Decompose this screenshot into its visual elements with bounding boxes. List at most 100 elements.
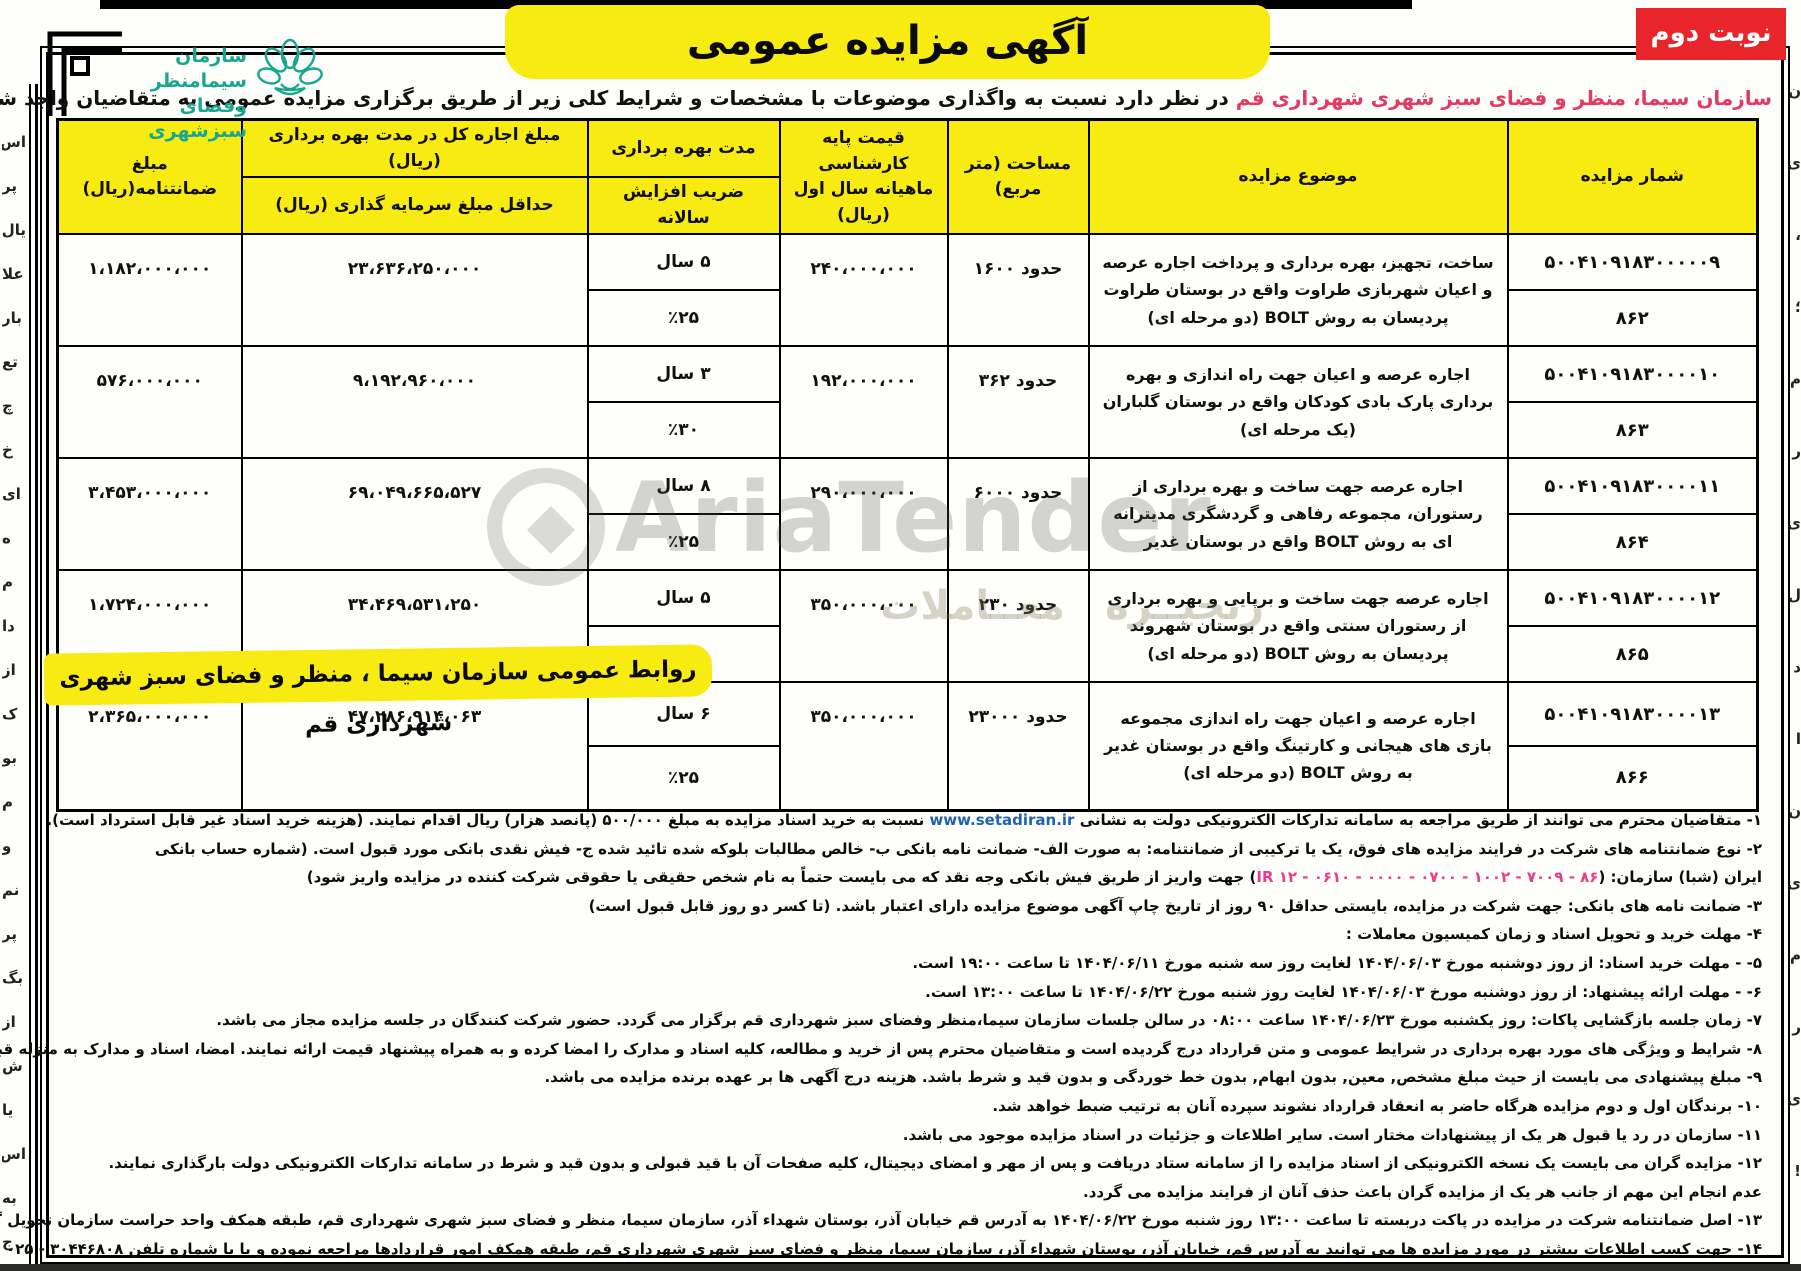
auction-base-price: ۳۵۰،۰۰۰،۰۰۰ <box>778 569 949 683</box>
flower-logo-icon <box>257 38 323 96</box>
auction-area: حدود ۱۶۰۰ <box>946 233 1090 347</box>
note-text: ۱۱- سازمان در رد یا قبول هر یک از پیشنها… <box>902 1125 1762 1144</box>
auction-area: حدود ۲۳۰ <box>946 569 1090 683</box>
top-page-rule <box>100 0 1412 9</box>
bottom-page-rule <box>0 1264 1801 1271</box>
auction-area: حدود ۲۳۰۰۰ <box>946 681 1090 811</box>
note-text: ۱۳- اصل ضمانتنامه شرکت در مزایده در پاکت… <box>0 1211 1762 1230</box>
note-line-14: ۱۴- جهت کسب اطلاعات بیشتر در مورد مزایده… <box>0 1235 1762 1264</box>
note-text: ۳- ضمانت نامه های بانکی: جهت شرکت در مزا… <box>588 896 1762 915</box>
intro-text: در نظر دارد نسبت به واگذاری موضوعات با م… <box>0 86 1229 110</box>
note-line-8: ۸- شرایط و ویژگی های مورد بهره برداری در… <box>0 1035 1762 1064</box>
right-page-edge-text: ن ی ، ؛ م ر ی ل د ا ن ی م ر ی ! <box>1790 82 1801 1180</box>
note-text: ۸- شرایط و ویژگی های مورد بهره برداری در… <box>0 1039 1762 1058</box>
auction-setad-id: ۵۰۰۴۱۰۹۱۸۳۰۰۰۰۱۳ <box>1506 681 1759 747</box>
header-area: مساحت (متر مربع) <box>946 118 1090 235</box>
header-auction-subject: موضوع مزایده <box>1087 118 1509 235</box>
auction-total-rent: ۶۹،۰۴۹،۶۶۵،۵۲۷ <box>240 457 589 571</box>
note-text: ۹- مبلغ پیشنهادی می بایست از حیث مبلغ مش… <box>544 1068 1762 1087</box>
auction-setad-id: ۵۰۰۴۱۰۹۱۸۳۰۰۰۰۱۱ <box>1506 457 1759 515</box>
header-auction-number: شمار مزایده <box>1506 118 1759 235</box>
note-line-7: ۷- زمان جلسه بازگشایی پاکات: روز یکشنبه … <box>62 1006 1762 1035</box>
ad-title-banner: آگهی مزایده عمومی <box>505 5 1270 79</box>
intro-organization-name: سازمان سیما، منظر و فضای سبز شهری شهردار… <box>1235 86 1772 110</box>
auction-duration: ۸ سال <box>586 457 781 515</box>
left-page-edge-text: اس پر یال علا بار تع چ خ ای ه م دا از ک … <box>2 133 26 1251</box>
auction-setad-id: ۵۰۰۴۱۰۹۱۸۳۰۰۰۰۱۰ <box>1506 345 1759 403</box>
table-row: ۸۶۴ ٪۲۵ <box>58 513 1759 571</box>
note-text: ۱- متقاضیان محترم می توانند از طریق مراج… <box>1074 811 1762 829</box>
note-text: ۶- - مهلت ارائه پیشنهاد: از روز دوشنبه م… <box>925 982 1762 1001</box>
header-total-rent: مبلغ اجاره کل در مدت بهره برداری (ریال) <box>240 118 589 178</box>
auction-area: حدود ۶۰۰۰ <box>946 457 1090 571</box>
auction-total-rent: ۲۳،۶۳۶،۲۵۰،۰۰۰ <box>240 233 589 347</box>
auction-guarantee: ۳،۴۵۳،۰۰۰،۰۰۰ <box>56 457 243 571</box>
note-text: ۱۰- برندگان اول و دوم مزایده هرگاه حاضر … <box>992 1096 1762 1115</box>
note-line-4: ۴- مهلت خرید و تحویل اسناد و زمان کمیسیو… <box>62 920 1762 949</box>
round-badge: نوبت دوم <box>1636 8 1786 60</box>
note-line-2: ۲- نوع ضمانتنامه های شرکت در فرایند مزای… <box>62 835 1762 864</box>
note-line-10: ۱۰- برندگان اول و دوم مزایده هرگاه حاضر … <box>62 1092 1762 1121</box>
header-base-price: قیمت پایه کارشناسی ماهیانه سال اول (ریال… <box>778 118 949 235</box>
auction-subject: اجاره عرصه و اعیان جهت راه اندازی و بهره… <box>1087 345 1509 459</box>
auction-base-price: ۱۹۲،۰۰۰،۰۰۰ <box>778 345 949 459</box>
note-text: ۲- نوع ضمانتنامه های شرکت در فرایند مزای… <box>154 839 1762 858</box>
auction-code: ۸۶۵ <box>1506 625 1759 683</box>
auction-code: ۸۶۶ <box>1506 745 1759 811</box>
auction-code: ۸۶۳ <box>1506 401 1759 459</box>
note-text: عدم انجام این مهم از جانب هر یک از مزاید… <box>1083 1182 1762 1201</box>
auction-guarantee: ۵۷۶،۰۰۰،۰۰۰ <box>56 345 243 459</box>
organization-logo-text: سازمان سیمامنظر وفضای سبزشهری <box>95 44 247 144</box>
note-line-11: ۱۱- سازمان در رد یا قبول هر یک از پیشنها… <box>62 1121 1762 1150</box>
auction-subject: اجاره عرصه و اعیان جهت راه اندازی مجموعه… <box>1087 681 1509 811</box>
column-divider-line <box>29 84 31 1271</box>
table-row: ۸۶۲ ٪۲۵ <box>58 289 1759 347</box>
note-text: ۱۴- جهت کسب اطلاعات بیشتر در مورد مزایده… <box>0 1239 1762 1258</box>
table-row: ۸۶۶ ٪۲۵ <box>58 745 1759 811</box>
note-line-1: ۱- متقاضیان محترم می توانند از طریق مراج… <box>46 806 1762 835</box>
auction-code: ۸۶۴ <box>1506 513 1759 571</box>
header-increase-coef: ضریب افزایش سالانه <box>586 176 781 235</box>
auction-increase-coef: ٪۲۵ <box>586 513 781 571</box>
table-row: ۵۰۰۴۱۰۹۱۸۳۰۰۰۰۱۲ اجاره عرصه جهت ساخت و ب… <box>56 569 1759 683</box>
page-title: آگهی مزایده عمومی <box>686 18 1089 64</box>
note-text: ۷- زمان جلسه بازگشایی پاکات: روز یکشنبه … <box>216 1011 1762 1030</box>
table-row: ۸۶۳ ٪۳۰ <box>58 401 1759 459</box>
corner-ornament <box>47 31 122 116</box>
auction-area: حدود ۳۶۲ <box>946 345 1090 459</box>
note-line-13: ۱۳- اصل ضمانتنامه شرکت در مزایده در پاکت… <box>0 1206 1762 1235</box>
header-duration: مدت بهره برداری <box>586 118 781 178</box>
note-text: ایران (شبا) سازمان: ( <box>1598 868 1762 887</box>
auction-guarantee: ۱،۱۸۲،۰۰۰،۰۰۰ <box>56 233 243 347</box>
setadiran-link[interactable]: www.setadiran.ir <box>929 811 1075 829</box>
note-text: ) جهت واریز از طریق فیش بانکی وجه نقد که… <box>306 868 1257 887</box>
organization-logo: سازمان سیمامنظر وفضای سبزشهری <box>95 38 325 142</box>
intro-paragraph: سازمان سیما، منظر و فضای سبز شهری شهردار… <box>0 86 1772 110</box>
table-row: ۵۰۰۴۱۰۹۱۸۳۰۰۰۰۱۱ اجاره عرصه جهت ساخت و ب… <box>56 457 1759 571</box>
auction-subject: اجاره عرصه جهت ساخت و بهره برداری از رست… <box>1087 457 1509 571</box>
auction-subject: ساخت، تجهیز، بهره برداری و پرداخت اجاره … <box>1087 233 1509 347</box>
note-line-12: ۱۲- مزایده گران می بایست یک نسخه الکترون… <box>62 1149 1762 1178</box>
logo-line-2: وفضای سبزشهری <box>148 95 247 142</box>
auction-increase-coef: ٪۳۰ <box>586 401 781 459</box>
note-line-6: ۶- - مهلت ارائه پیشنهاد: از روز دوشنبه م… <box>62 978 1762 1007</box>
note-text: ۱۲- مزایده گران می بایست یک نسخه الکترون… <box>108 1154 1762 1173</box>
auction-code: ۸۶۲ <box>1506 289 1759 347</box>
auction-base-price: ۳۵۰،۰۰۰،۰۰۰ <box>778 681 949 811</box>
auction-total-rent: ۹،۱۹۲،۹۶۰،۰۰۰ <box>240 345 589 459</box>
note-line-5: ۵- - مهلت خرید اسناد: از روز دوشنبه مورخ… <box>62 949 1762 978</box>
auction-duration: ۵ سال <box>586 233 781 291</box>
auction-duration: ۵ سال <box>586 569 781 627</box>
logo-line-1: سازمان سیمامنظر <box>150 45 247 92</box>
note-text: نسبت به خرید اسناد مزایده به مبلغ ۵۰۰/۰۰… <box>46 811 930 829</box>
table-row: ۵۰۰۴۱۰۹۱۸۳۰۰۰۰۱۰ اجاره عرصه و اعیان جهت … <box>56 345 1759 459</box>
header-guarantee: مبلغ ضمانتنامه(ریال) <box>56 118 243 235</box>
auction-base-price: ۲۹۰،۰۰۰،۰۰۰ <box>778 457 949 571</box>
auction-table: شمار مزایده موضوع مزایده مساحت (متر مربع… <box>56 118 1759 812</box>
auction-duration: ۳ سال <box>586 345 781 403</box>
column-divider-line <box>35 84 38 1271</box>
auction-increase-coef: ٪۲۵ <box>586 289 781 347</box>
round-badge-label: نوبت دوم <box>1650 18 1772 48</box>
header-min-investment: حداقل مبلغ سرمایه گذاری (ریال) <box>240 176 589 235</box>
note-line-9: ۹- مبلغ پیشنهادی می بایست از حیث مبلغ مش… <box>62 1063 1762 1092</box>
